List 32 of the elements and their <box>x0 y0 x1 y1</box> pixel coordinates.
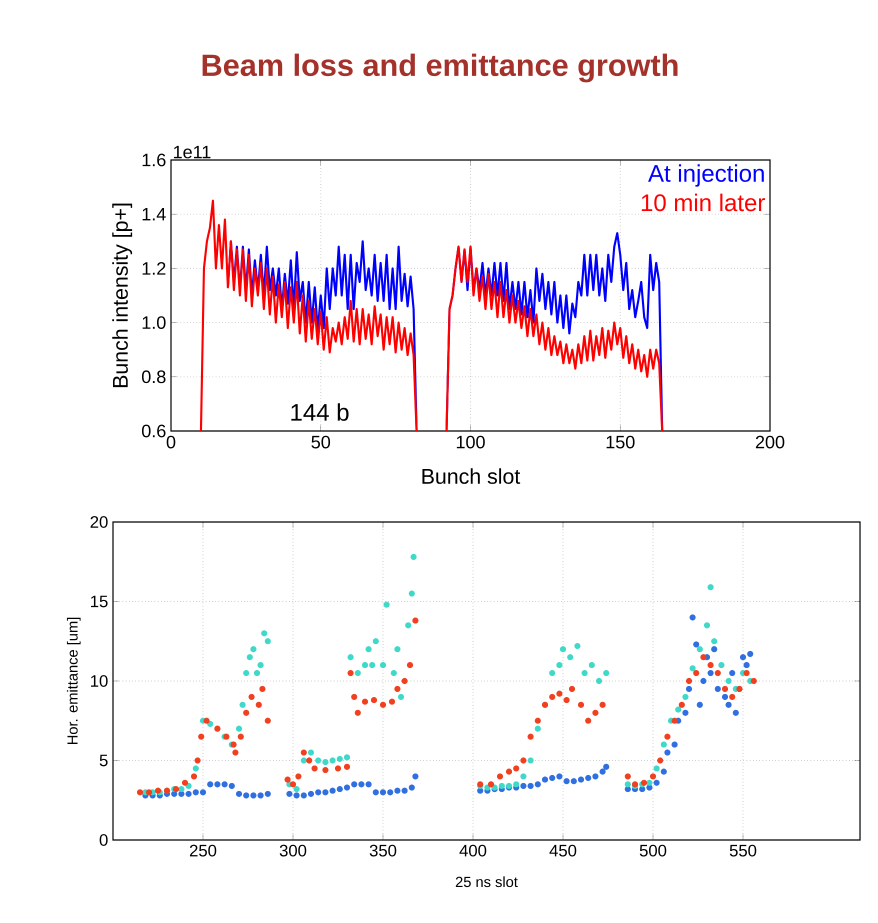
y-tick-label: 1.6 <box>142 154 166 166</box>
y-tick-label: 5 <box>100 754 108 766</box>
y-axis-title: Bunch intensity [p+] <box>112 204 132 388</box>
x-tick-label: 250 <box>190 844 216 857</box>
y-tick-label: 1.2 <box>142 262 166 275</box>
y-tick-label: 1.0 <box>142 316 166 329</box>
y-tick-label: 15 <box>91 596 108 608</box>
annotation: 144 b <box>291 403 349 421</box>
x-tick-label: 400 <box>459 844 486 857</box>
x-tick-label: 500 <box>640 844 666 857</box>
text: 1e11 <box>174 146 210 158</box>
x-tick-label: 550 <box>730 844 756 857</box>
x-axis-title: Bunch slot <box>422 468 520 484</box>
x-tick-label: 50 <box>311 436 330 448</box>
y-tick-label: 0.8 <box>142 370 166 384</box>
text: At injection <box>648 164 764 187</box>
y-axis-title: Hor. emittance [um] <box>66 618 81 744</box>
text: 10 min later <box>642 194 765 212</box>
x-tick-label: 300 <box>280 844 306 857</box>
y-tick-label: 20 <box>90 516 108 528</box>
x-tick-label: 0 <box>166 436 176 448</box>
y-tick-label: 0.6 <box>142 424 166 438</box>
x-tick-label: 350 <box>370 844 396 857</box>
x-tick-label: 200 <box>756 436 784 448</box>
x-axis-title: 25 ns slot <box>456 876 518 888</box>
y-tick-label: 0 <box>100 834 108 846</box>
x-tick-label: 150 <box>606 436 635 448</box>
y-tick-label: 1.4 <box>142 208 166 220</box>
chart-title: Beam loss and emittance growth <box>202 54 678 82</box>
y-tick-label: 10 <box>91 675 108 687</box>
x-tick-label: 100 <box>456 436 485 448</box>
x-tick-label: 450 <box>549 844 576 857</box>
